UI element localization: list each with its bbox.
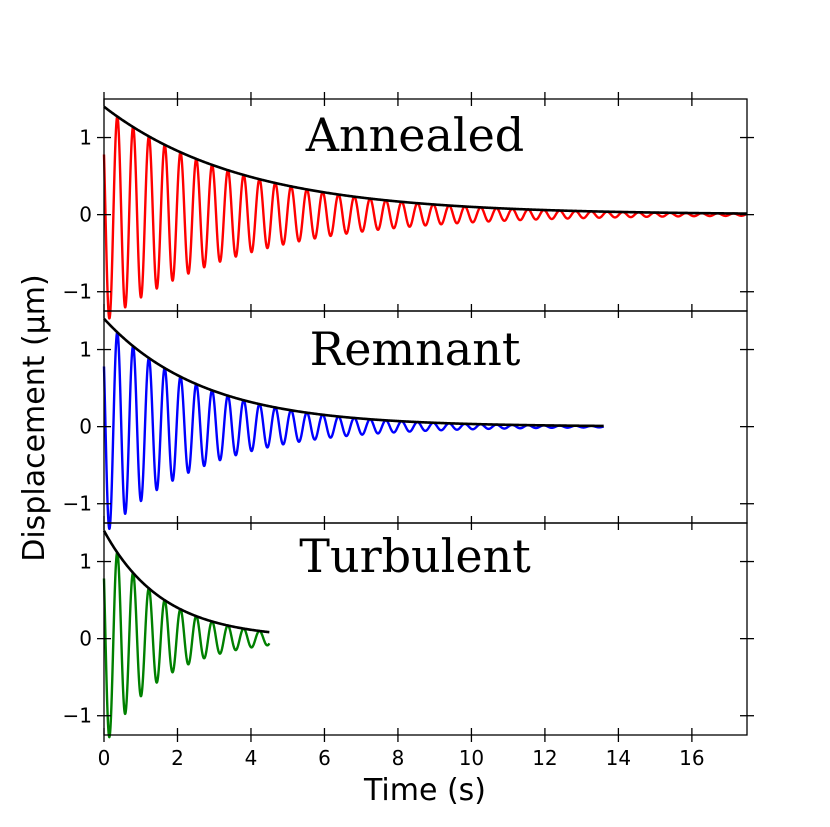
y-axis-title: Displacement (μm) [17, 274, 52, 562]
y-tick-label: −1 [63, 492, 92, 516]
series-remnant-envelope [103, 317, 604, 428]
series-annealed-envelope [103, 105, 748, 215]
panel-remnant: −1 0 1 Remnant [63, 310, 754, 531]
x-tick-label: 2 [171, 746, 184, 770]
panel-title: Turbulent [299, 529, 531, 583]
x-tick-label: 10 [459, 746, 484, 770]
x-tick-label: 4 [245, 746, 258, 770]
y-tick-label: 0 [79, 627, 92, 651]
x-tick-label: 14 [606, 746, 631, 770]
y-tick-label: 1 [79, 550, 92, 574]
x-tick-label: 0 [98, 746, 111, 770]
x-tick-label: 16 [679, 746, 704, 770]
panel-title: Annealed [305, 108, 525, 162]
y-tick-label: −1 [63, 704, 92, 728]
y-tick-label: 0 [79, 415, 92, 439]
series-turbulent-signal [102, 551, 271, 739]
panel-frame [103, 522, 748, 736]
y-tick-label: 0 [79, 203, 92, 227]
y-tick-label: 1 [79, 126, 92, 150]
x-tick-label: 6 [318, 746, 331, 770]
y-tick-label: −1 [63, 280, 92, 304]
x-tick-label: 12 [532, 746, 557, 770]
series-turbulent-envelope [102, 530, 270, 634]
x-tick-label: 8 [392, 746, 405, 770]
x-axis-title: Time (s) [363, 773, 486, 808]
y-tick-label: 1 [79, 338, 92, 362]
panel-annealed: −1 0 1 Annealed [63, 92, 754, 320]
panel-title: Remnant [310, 322, 521, 376]
